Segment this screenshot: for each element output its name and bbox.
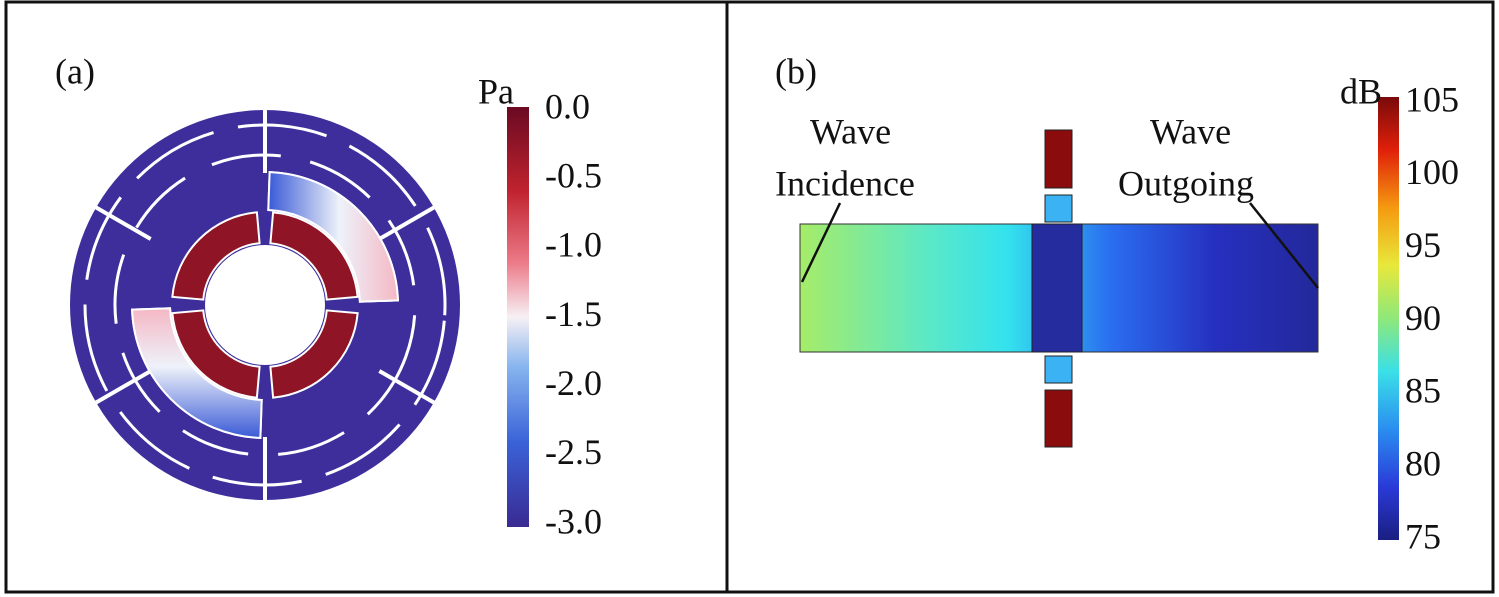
colorbar-tick-label: 0.0: [545, 86, 590, 126]
slit: [94, 205, 152, 241]
panel-label: (a): [55, 51, 95, 91]
slit: [113, 153, 417, 457]
resonator-section: [1031, 223, 1083, 353]
panel-label: (b): [775, 51, 817, 91]
inner-ring-segment: [269, 309, 359, 399]
resonator-cavity: [1044, 129, 1073, 189]
colorbar-tick-label: 100: [1405, 152, 1459, 192]
colorbar-tick-label: 105: [1405, 79, 1459, 119]
resonator-cross-section: [70, 109, 460, 501]
annotation: Incidence: [775, 163, 915, 203]
inner-ring-segment: [269, 211, 359, 301]
colorbar-tick-label: -2.5: [545, 432, 602, 472]
colorbar-tick-label: 75: [1405, 516, 1441, 556]
colorbar-tick-label: 95: [1405, 225, 1441, 265]
resonator-cavity: [1044, 389, 1073, 448]
colorbar: [507, 107, 529, 527]
slit: [94, 369, 152, 405]
inner-ring-segment: [171, 309, 261, 399]
colorbar-unit: Pa: [478, 71, 514, 111]
leader-line: [800, 202, 842, 283]
slit: [378, 369, 436, 405]
colorbar-tick-label: -1.5: [545, 294, 602, 334]
colorbar-tick-label: 85: [1405, 371, 1441, 411]
annotation: Wave: [810, 111, 891, 151]
colorbar-unit: dB: [1340, 71, 1382, 111]
resonator-neck: [1044, 355, 1073, 384]
colorbar-tick-label: -2.0: [545, 363, 602, 403]
resonator-neck: [1044, 194, 1073, 223]
middle-ring-segment: [131, 307, 263, 439]
colorbar-tick-label: -3.0: [545, 501, 602, 541]
annotation: Wave: [1150, 111, 1231, 151]
annotation: Outgoing: [1118, 163, 1254, 203]
colorbar-tick-label: 90: [1405, 298, 1441, 338]
frame: [4, 0, 1495, 594]
leader-line: [1249, 202, 1319, 289]
hole: [205, 245, 325, 365]
inner-ring-segment: [171, 211, 261, 301]
slit: [378, 205, 436, 241]
slit: [83, 123, 447, 487]
colorbar-tick-label: -1.0: [545, 225, 602, 265]
colorbar: [1378, 97, 1399, 540]
colorbar-tick-label: 80: [1405, 443, 1441, 483]
middle-ring-segment: [267, 171, 399, 303]
colorbar-tick-label: -0.5: [545, 155, 602, 195]
